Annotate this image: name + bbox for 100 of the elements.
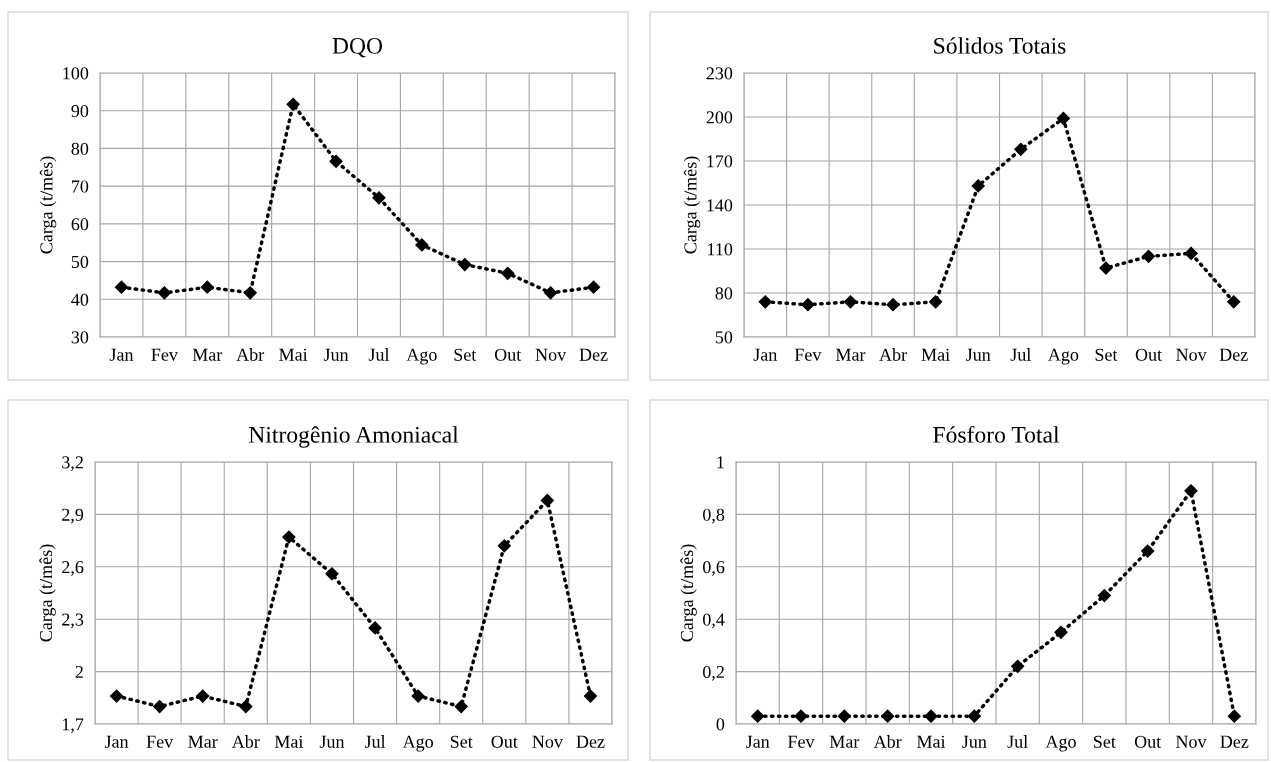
x-tick-label: Set — [1094, 735, 1116, 748]
y-tick-label: 1 — [717, 456, 724, 469]
point — [286, 97, 300, 111]
point — [1141, 249, 1156, 263]
x-tick-label: Mar — [829, 735, 860, 748]
point — [544, 286, 558, 300]
x-tick-label: Jan — [746, 735, 770, 748]
x-tick-label: Abr — [873, 735, 902, 748]
point — [329, 154, 343, 168]
point — [924, 709, 938, 723]
x-tick-label: Jun — [962, 735, 987, 748]
point — [801, 298, 815, 312]
y-tick-label: 70 — [72, 180, 89, 193]
y-axis-title: Carga (t/mês) — [683, 156, 701, 254]
y-tick-label: 230 — [706, 67, 733, 80]
x-tick-label: Jul — [364, 735, 386, 748]
point — [415, 238, 429, 252]
x-tick-label: Abr — [231, 735, 260, 748]
y-tick-label: 0,6 — [703, 561, 725, 576]
x-tick-label: Set — [1095, 348, 1118, 361]
point — [1054, 625, 1068, 639]
y-axis-title: Carga (t/mês) — [680, 544, 697, 642]
y-tick-label: 170 — [707, 155, 733, 168]
x-tick-label: Mai — [921, 348, 950, 361]
x-tick-label: Jun — [319, 735, 345, 748]
x-tick-label: Fev — [151, 348, 178, 361]
chart-title: Nitrogênio Amoniacal — [248, 426, 459, 448]
y-tick-label: 90 — [71, 104, 89, 118]
x-tick-label: Jun — [323, 348, 349, 361]
point — [751, 709, 765, 723]
point — [1141, 544, 1155, 558]
chart-title: Fósforo Total — [933, 425, 1060, 443]
point — [282, 530, 296, 544]
point — [1014, 142, 1028, 156]
point — [411, 689, 425, 703]
y-axis-title: Carga (t/mês) — [39, 156, 57, 254]
x-tick-label: Mar — [188, 735, 218, 748]
point — [1227, 295, 1241, 309]
x-tick-label: Ago — [402, 735, 433, 752]
point — [109, 689, 124, 703]
y-tick-label: 80 — [715, 287, 733, 300]
point — [929, 295, 943, 309]
point — [239, 699, 253, 714]
point — [157, 286, 171, 300]
y-tick-label: 0,8 — [703, 508, 725, 524]
x-tick-label: Jul — [1007, 735, 1028, 748]
x-tick-label: Nov — [1175, 735, 1207, 748]
chart-title: Sólidos Totais — [934, 37, 1066, 54]
x-tick-label: Mar — [192, 348, 223, 361]
point — [1056, 111, 1070, 126]
x-tick-label: Mar — [835, 348, 866, 361]
point — [243, 286, 257, 300]
x-tick-label: Jan — [109, 348, 134, 361]
point — [200, 280, 214, 294]
x-tick-label: Dez — [576, 735, 605, 748]
y-axis-title: Carga (t/mês) — [39, 544, 56, 642]
point — [497, 539, 511, 553]
x-tick-label: Ago — [1045, 735, 1076, 752]
y-tick-label: 0 — [716, 718, 725, 731]
point — [1011, 659, 1025, 673]
x-tick-label: Fev — [794, 348, 822, 361]
x-tick-label: Dez — [1219, 348, 1248, 361]
y-tick-label: 2,3 — [62, 613, 84, 629]
point — [454, 699, 468, 714]
point — [967, 709, 981, 723]
x-tick-label: Ago — [406, 348, 437, 365]
x-tick-label: Out — [1135, 348, 1162, 361]
x-tick-label: Out — [491, 735, 518, 748]
point — [971, 179, 985, 193]
point — [886, 298, 900, 312]
x-tick-label: Out — [1134, 735, 1162, 748]
x-tick-label: Fev — [146, 735, 174, 748]
y-tick-label: 3,2 — [62, 456, 83, 472]
y-tick-label: 80 — [71, 142, 89, 155]
x-tick-label: Abr — [236, 348, 265, 361]
x-tick-label: Set — [450, 735, 473, 748]
point — [843, 295, 858, 309]
point — [196, 689, 210, 703]
point — [1184, 246, 1198, 260]
point — [837, 709, 851, 723]
y-tick-label: 0,2 — [703, 665, 724, 681]
x-tick-label: Abr — [879, 348, 907, 361]
x-tick-label: Jan — [753, 348, 778, 361]
y-tick-label: 2,9 — [62, 508, 84, 524]
point — [758, 295, 772, 309]
y-tick-label: 100 — [63, 67, 89, 80]
y-tick-label: 140 — [707, 199, 733, 212]
y-tick-label: 50 — [71, 255, 89, 269]
point — [501, 266, 515, 280]
point — [881, 709, 895, 723]
point — [1184, 484, 1198, 498]
point — [583, 689, 598, 703]
point — [1097, 589, 1111, 603]
point — [153, 699, 167, 714]
x-tick-label: Mai — [274, 735, 304, 748]
x-tick-label: Nov — [532, 735, 563, 748]
point — [586, 280, 601, 294]
point — [540, 493, 554, 508]
x-tick-label: Jun — [966, 348, 991, 361]
x-tick-label: Jan — [104, 735, 129, 748]
